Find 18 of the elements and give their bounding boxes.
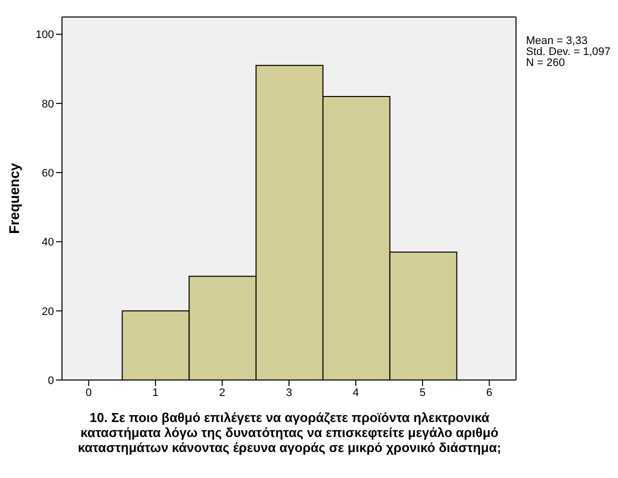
y-tick-label: 0: [48, 374, 54, 387]
x-tick-label: 6: [486, 386, 492, 399]
y-axis-title: Frequency: [6, 162, 22, 234]
text: N = 260: [526, 57, 566, 69]
x-tick-label: 5: [419, 386, 426, 399]
y-tick-label: 60: [42, 167, 54, 180]
y-tick-label: 40: [42, 236, 54, 249]
y-tick-label: 100: [36, 29, 54, 42]
y-tick-label: 80: [42, 98, 54, 110]
text: Std. Dev. = 1,097: [526, 46, 610, 58]
y-tick-label: 20: [42, 306, 54, 318]
x-tick-label: 1: [152, 386, 159, 399]
text: Mean = 3,33: [526, 35, 588, 47]
x-tick-label: 2: [219, 386, 226, 399]
x-tick-label: 3: [286, 386, 292, 399]
x-tick-label: 0: [86, 386, 92, 399]
x-axis-title: 10. Σε ποιο βαθμό επιλέγετε να αγοράζετε προϊόντα ηλεκτρονικά καταστήματα λόγω της δυνατότητας να επισκεφτείτε μεγάλο αριθμό καταστημάτων κάνοντας έρευνα αγοράς σε μικρό χρονικό διάστημα;: [76, 410, 502, 455]
x-tick-label: 4: [352, 386, 359, 399]
